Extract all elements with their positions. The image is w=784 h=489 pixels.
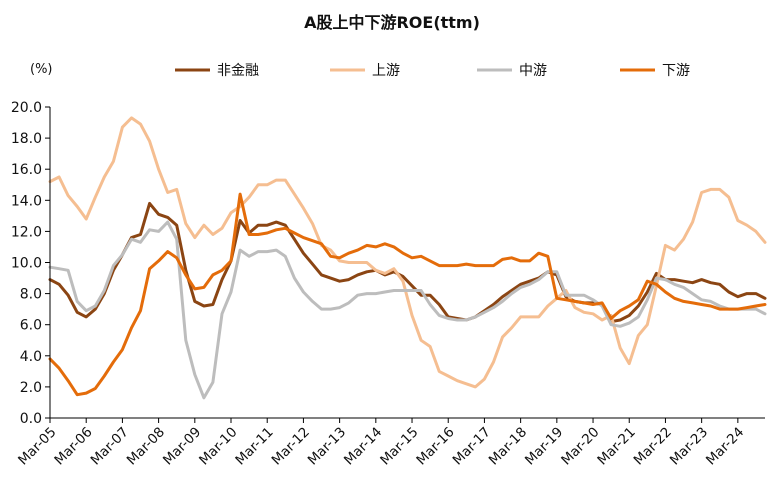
x-tick-label: Mar-14 bbox=[341, 424, 385, 468]
series-lines bbox=[48, 116, 767, 400]
x-axis-ticks: Mar-05Mar-06Mar-07Mar-08Mar-09Mar-10Mar-… bbox=[15, 418, 747, 469]
y-axis-ticks: 0.0 2.0 4.0 6.0 8.0 10.0 12.0 14.0 16.0 18.0 20.0 bbox=[11, 100, 50, 427]
x-tick-label: Mar-07 bbox=[88, 424, 132, 468]
x-tick-label: Mar-06 bbox=[51, 424, 95, 468]
series-line-2 bbox=[48, 116, 767, 389]
series-line-3 bbox=[48, 220, 767, 400]
x-tick-label: Mar-16 bbox=[413, 424, 457, 468]
series-line-1 bbox=[48, 201, 767, 324]
x-tick-label: Mar-20 bbox=[558, 424, 602, 468]
series-line-4 bbox=[48, 192, 767, 397]
y-tick-label: 12.0 bbox=[11, 224, 42, 240]
chart-title: A股上中下游ROE(ttm) bbox=[304, 13, 480, 32]
x-tick-label: Mar-08 bbox=[124, 424, 168, 468]
y-tick-label: 14.0 bbox=[11, 193, 42, 209]
x-tick-label: Mar-05 bbox=[15, 424, 59, 468]
y-tick-label: 6.0 bbox=[20, 318, 42, 334]
x-tick-label: Mar-09 bbox=[160, 424, 204, 468]
y-tick-label: 0.0 bbox=[20, 411, 42, 427]
legend-label-3: 中游 bbox=[519, 63, 547, 79]
x-tick-label: Mar-21 bbox=[594, 424, 638, 468]
y-tick-label: 8.0 bbox=[20, 287, 42, 303]
legend-label-1: 非金融 bbox=[217, 63, 259, 79]
x-tick-label: Mar-18 bbox=[486, 424, 530, 468]
y-tick-label: 18.0 bbox=[11, 131, 42, 147]
x-tick-label: Mar-19 bbox=[522, 424, 566, 468]
y-tick-label: 2.0 bbox=[20, 380, 42, 396]
y-tick-label: 10.0 bbox=[11, 256, 42, 272]
y-unit-label: (%) bbox=[30, 62, 53, 77]
x-tick-label: Mar-17 bbox=[450, 424, 494, 468]
legend: 非金融 上游 中游 下游 bbox=[175, 63, 690, 79]
x-tick-label: Mar-12 bbox=[269, 424, 313, 468]
x-tick-label: Mar-24 bbox=[703, 424, 747, 468]
y-tick-label: 16.0 bbox=[11, 162, 42, 178]
x-tick-label: Mar-10 bbox=[196, 424, 240, 468]
legend-label-4: 下游 bbox=[662, 63, 690, 79]
x-tick-label: Mar-22 bbox=[631, 424, 675, 468]
y-tick-label: 20.0 bbox=[11, 100, 42, 116]
x-tick-label: Mar-15 bbox=[377, 424, 421, 468]
x-tick-label: Mar-13 bbox=[305, 424, 349, 468]
x-tick-label: Mar-11 bbox=[232, 424, 276, 468]
x-tick-label: Mar-23 bbox=[667, 424, 711, 468]
legend-label-2: 上游 bbox=[372, 63, 400, 79]
y-tick-label: 4.0 bbox=[20, 349, 42, 365]
